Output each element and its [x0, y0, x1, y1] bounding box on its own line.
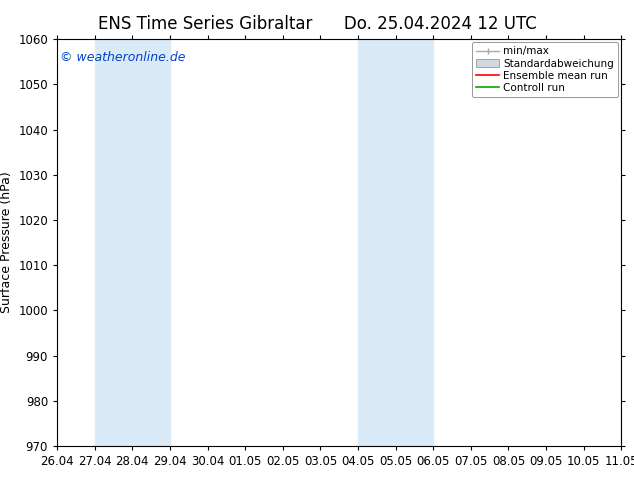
Bar — [94, 39, 170, 446]
Text: © weatheronline.de: © weatheronline.de — [60, 51, 185, 64]
Legend: min/max, Standardabweichung, Ensemble mean run, Controll run: min/max, Standardabweichung, Ensemble me… — [472, 42, 618, 97]
Bar — [621, 39, 634, 446]
Bar — [358, 39, 433, 446]
Y-axis label: Surface Pressure (hPa): Surface Pressure (hPa) — [0, 172, 13, 314]
Text: ENS Time Series Gibraltar      Do. 25.04.2024 12 UTC: ENS Time Series Gibraltar Do. 25.04.2024… — [98, 15, 536, 33]
